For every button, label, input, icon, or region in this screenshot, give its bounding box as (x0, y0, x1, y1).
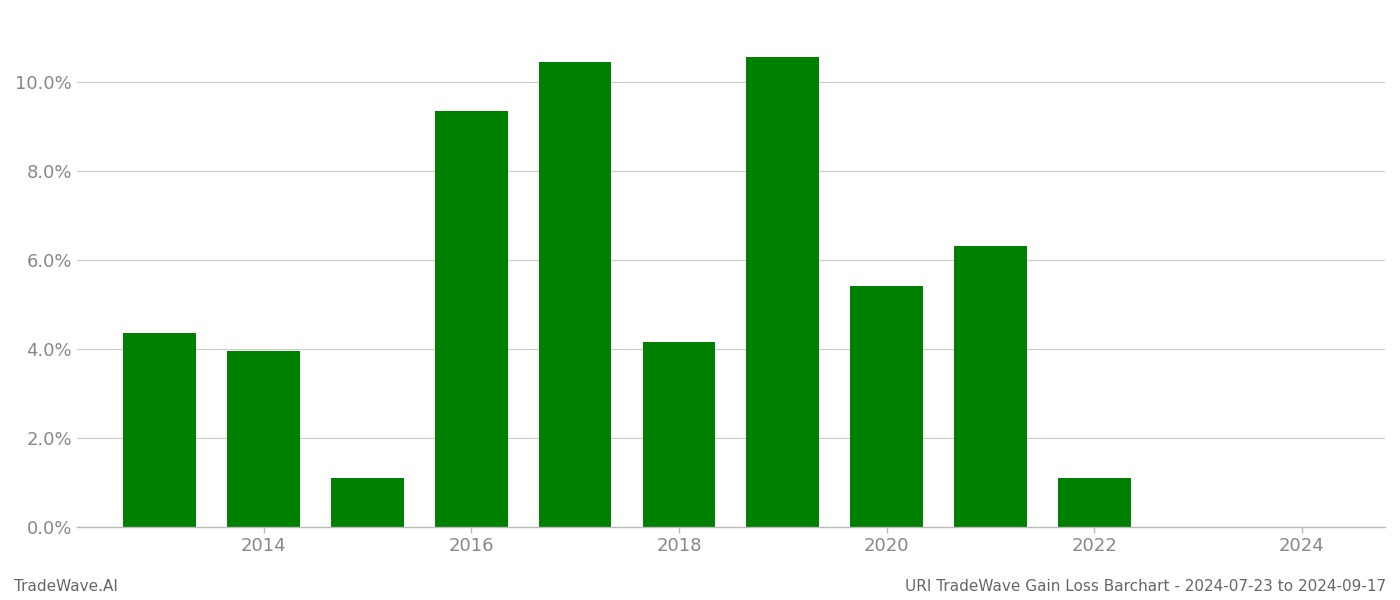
Bar (643, 342, 715, 527)
Bar (539, 62, 612, 527)
Bar (1058, 478, 1131, 527)
Bar (330, 478, 403, 527)
Bar (227, 351, 300, 527)
Text: URI TradeWave Gain Loss Barchart - 2024-07-23 to 2024-09-17: URI TradeWave Gain Loss Barchart - 2024-… (904, 579, 1386, 594)
Bar (435, 110, 508, 527)
Bar (850, 286, 923, 527)
Bar (123, 333, 196, 527)
Bar (953, 247, 1026, 527)
Text: TradeWave.AI: TradeWave.AI (14, 579, 118, 594)
Bar (746, 57, 819, 527)
